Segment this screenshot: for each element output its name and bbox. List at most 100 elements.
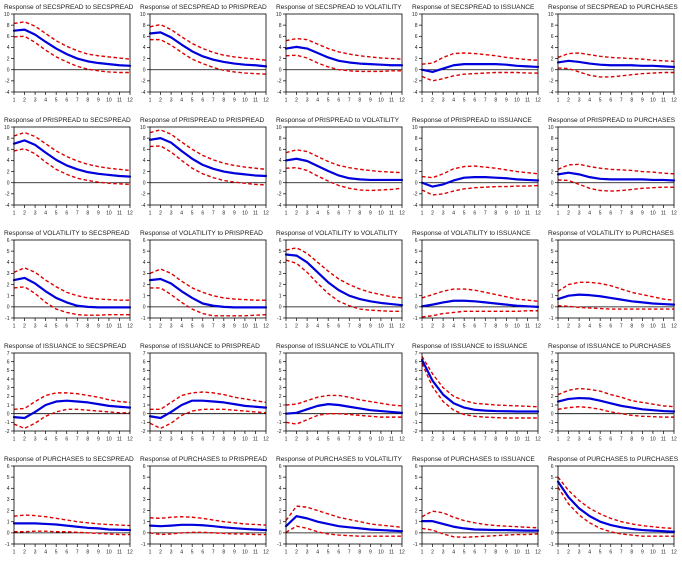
svg-text:4: 4: [7, 260, 10, 266]
svg-text:9: 9: [97, 550, 100, 556]
svg-text:-1: -1: [5, 420, 10, 426]
svg-text:1: 1: [415, 520, 418, 526]
svg-text:-2: -2: [141, 192, 146, 198]
svg-text:-2: -2: [549, 79, 554, 85]
svg-text:0: 0: [143, 68, 146, 74]
svg-text:4: 4: [551, 486, 554, 492]
svg-text:2: 2: [415, 508, 418, 514]
irf-subplot-20: Response of PURCHASES to SECSPREAD -1 0 1 2 3…: [1, 453, 137, 566]
svg-text:6: 6: [473, 437, 476, 443]
svg-text:3: 3: [7, 271, 10, 277]
svg-text:1: 1: [285, 324, 288, 330]
svg-text:1: 1: [557, 211, 560, 217]
svg-text:9: 9: [369, 211, 372, 217]
svg-text:7: 7: [620, 98, 623, 104]
svg-text:7: 7: [348, 211, 351, 217]
svg-text:-1: -1: [141, 420, 146, 426]
svg-text:4: 4: [415, 377, 418, 383]
svg-text:1: 1: [279, 403, 282, 409]
svg-text:12: 12: [671, 98, 677, 104]
svg-text:5: 5: [551, 475, 554, 481]
svg-text:4: 4: [588, 550, 591, 556]
svg-text:7: 7: [484, 550, 487, 556]
svg-text:12: 12: [263, 324, 269, 330]
svg-text:11: 11: [389, 550, 394, 556]
svg-text:7: 7: [279, 351, 282, 357]
svg-text:-2: -2: [413, 79, 418, 85]
svg-text:10: 10: [106, 550, 112, 556]
svg-text:9: 9: [641, 211, 644, 217]
irf-subplot-14: Response of VOLATILITY to PURCHASES -1 0 1 2…: [545, 227, 681, 340]
svg-text:8: 8: [551, 23, 554, 29]
svg-text:12: 12: [535, 98, 541, 104]
svg-text:3: 3: [143, 497, 146, 503]
svg-text:4: 4: [143, 377, 146, 383]
svg-text:1: 1: [143, 520, 146, 526]
irf-subplot-15: Response of ISSUANCE to SECSPREAD -2 -1 0 1 2…: [1, 340, 137, 453]
svg-text:3: 3: [34, 550, 37, 556]
svg-text:11: 11: [389, 211, 394, 217]
subplot-title: Response of VOLATILITY to VOLATILITY: [276, 230, 398, 237]
svg-text:8: 8: [630, 324, 633, 330]
svg-text:11: 11: [661, 211, 666, 217]
svg-text:-1: -1: [141, 316, 146, 322]
svg-text:6: 6: [201, 437, 204, 443]
svg-text:6: 6: [473, 550, 476, 556]
svg-text:-2: -2: [413, 192, 418, 198]
irf-subplot-3: Response of SECSPREAD to ISSUANCE -4 -2 0 2 4…: [409, 1, 545, 114]
svg-text:9: 9: [505, 98, 508, 104]
svg-text:7: 7: [415, 351, 418, 357]
svg-text:11: 11: [525, 550, 530, 556]
subplot-title: Response of PURCHASES to ISSUANCE: [412, 456, 535, 463]
svg-text:2: 2: [431, 550, 434, 556]
svg-text:12: 12: [399, 324, 405, 330]
svg-text:2: 2: [295, 211, 298, 217]
svg-text:2: 2: [295, 437, 298, 443]
svg-text:8: 8: [630, 550, 633, 556]
svg-text:-1: -1: [5, 316, 10, 322]
svg-text:3: 3: [551, 497, 554, 503]
svg-text:3: 3: [279, 497, 282, 503]
svg-text:1: 1: [551, 294, 554, 300]
svg-text:5: 5: [415, 475, 418, 481]
svg-text:10: 10: [548, 12, 554, 18]
svg-text:2: 2: [143, 282, 146, 288]
svg-text:7: 7: [76, 211, 79, 217]
svg-text:11: 11: [661, 550, 666, 556]
svg-text:4: 4: [44, 98, 47, 104]
svg-text:6: 6: [609, 550, 612, 556]
svg-text:5: 5: [327, 324, 330, 330]
svg-text:1: 1: [557, 437, 560, 443]
svg-text:1: 1: [149, 98, 152, 104]
svg-text:4: 4: [279, 158, 282, 164]
svg-text:11: 11: [117, 437, 122, 443]
svg-text:8: 8: [222, 550, 225, 556]
svg-text:3: 3: [34, 437, 37, 443]
svg-text:2: 2: [159, 550, 162, 556]
svg-text:9: 9: [505, 437, 508, 443]
svg-text:8: 8: [86, 211, 89, 217]
svg-text:11: 11: [117, 211, 122, 217]
svg-text:1: 1: [557, 98, 560, 104]
svg-text:0: 0: [415, 411, 418, 417]
svg-text:4: 4: [44, 211, 47, 217]
svg-text:1: 1: [285, 211, 288, 217]
svg-text:12: 12: [263, 211, 269, 217]
svg-text:6: 6: [65, 324, 68, 330]
svg-text:6: 6: [609, 211, 612, 217]
svg-text:10: 10: [378, 550, 384, 556]
svg-text:9: 9: [97, 98, 100, 104]
irf-subplot-5: Response of PRISPREAD to SECSPREAD -4 -2 0 2…: [1, 114, 137, 227]
svg-text:1: 1: [557, 550, 560, 556]
svg-text:6: 6: [551, 359, 554, 365]
svg-text:1: 1: [143, 403, 146, 409]
svg-text:5: 5: [463, 211, 466, 217]
svg-text:3: 3: [306, 437, 309, 443]
subplot-title: Response of ISSUANCE to PRISPREAD: [140, 343, 260, 350]
svg-text:10: 10: [106, 98, 112, 104]
svg-text:8: 8: [222, 98, 225, 104]
svg-text:10: 10: [106, 324, 112, 330]
